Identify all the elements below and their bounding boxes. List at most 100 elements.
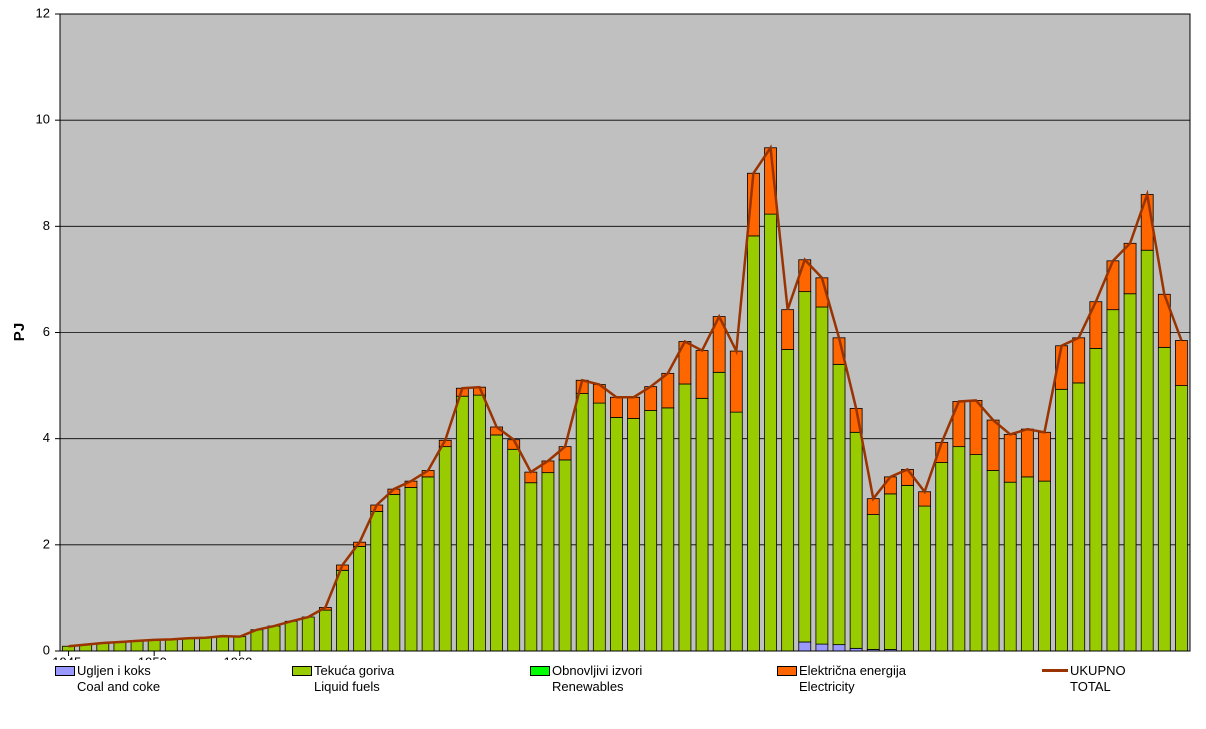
bar-segment xyxy=(729,350,743,413)
bar-segment xyxy=(1175,340,1188,386)
bar-segment xyxy=(1072,382,1086,652)
y-tick-label: 6 xyxy=(43,324,50,339)
bar-segment xyxy=(918,505,932,652)
bar-segment xyxy=(729,411,743,652)
bar-segment xyxy=(866,498,880,515)
legend-label: Tekuća goriva Liquid fuels xyxy=(314,663,395,694)
bar-segment xyxy=(849,431,863,649)
bar-segment xyxy=(644,410,658,652)
bar-segment xyxy=(1055,388,1068,652)
legend-item: Ugljen i koks Coal and coke xyxy=(55,663,160,695)
bar-segment xyxy=(182,637,195,652)
bar-segment xyxy=(147,639,161,652)
bar-segment xyxy=(695,397,709,652)
bar-segment xyxy=(678,383,692,652)
bar-segment xyxy=(421,476,435,652)
bar-segment xyxy=(558,459,572,652)
legend-item: Tekuća goriva Liquid fuels xyxy=(292,663,394,695)
bar-segment xyxy=(455,395,469,652)
bar-segment xyxy=(438,446,452,652)
legend-swatch xyxy=(777,666,797,676)
y-tick-label: 12 xyxy=(36,5,50,20)
bar-segment xyxy=(695,350,709,399)
legend-label: Ugljen i koks Coal and coke xyxy=(77,663,161,694)
bar-segment xyxy=(883,493,897,650)
bar-segment xyxy=(267,625,281,652)
bar-segment xyxy=(473,394,486,652)
bar-segment xyxy=(1038,431,1051,482)
bar-segment xyxy=(507,448,521,652)
bar-segment xyxy=(1072,337,1086,384)
bar-segment xyxy=(832,644,846,652)
bar-segment xyxy=(1157,346,1171,652)
bar-segment xyxy=(592,402,606,652)
legend-swatch xyxy=(292,666,312,676)
y-tick-label: 10 xyxy=(36,112,50,127)
y-tick-label: 2 xyxy=(43,536,50,551)
bar-segment xyxy=(798,291,812,643)
bar-segment xyxy=(627,418,640,652)
bar-segment xyxy=(661,372,675,409)
bar-segment xyxy=(336,569,349,652)
bar-segment xyxy=(1106,309,1120,652)
bar-segment xyxy=(404,487,418,652)
bar-segment xyxy=(781,309,795,350)
x-tick-label: 1945. xyxy=(52,654,85,660)
bar-segment xyxy=(199,637,212,652)
bar-segment xyxy=(216,635,230,652)
total-line xyxy=(68,144,1183,648)
y-tick-label: 8 xyxy=(43,218,50,233)
bar-segment xyxy=(575,393,589,652)
bar-segment xyxy=(370,510,384,652)
bar-segment xyxy=(832,363,846,646)
bar-segment xyxy=(130,640,144,652)
bar-segment xyxy=(1003,434,1017,483)
x-tick-label: 1950. xyxy=(138,654,171,660)
bar-segment xyxy=(233,636,247,652)
x-tick-label: 1960. xyxy=(223,654,256,660)
bar-segment xyxy=(901,484,914,652)
bar-segment xyxy=(661,407,675,652)
bar-segment xyxy=(490,434,503,652)
y-tick-label: 4 xyxy=(43,430,50,445)
bar-segment xyxy=(250,629,264,652)
bar-segment xyxy=(815,306,829,645)
y-axis-label: PJ xyxy=(11,323,28,341)
chart: PJ 0 2 4 6 8 10 12 1945. 1950. 1960. xyxy=(11,5,1191,660)
bar-segment xyxy=(969,400,983,455)
bar-segment xyxy=(747,235,760,652)
legend-swatch xyxy=(55,666,75,676)
bar-segment xyxy=(1123,242,1137,295)
bar-segment xyxy=(1175,385,1188,652)
bar-segment xyxy=(541,472,555,652)
bar-segment xyxy=(627,396,640,419)
legend-label: Obnovljivi izvori Renewables xyxy=(552,663,643,694)
bar-segment xyxy=(883,476,897,495)
bar-segment xyxy=(815,643,829,652)
legend-swatch xyxy=(530,666,550,676)
bar-segment xyxy=(952,401,966,448)
legend-item: UKUPNO TOTAL xyxy=(1042,663,1126,695)
bar-segment xyxy=(798,641,812,652)
legend-swatch xyxy=(1042,669,1068,672)
bar-segment xyxy=(986,470,1000,652)
bar-segment xyxy=(1003,481,1017,652)
bar-segment xyxy=(524,471,538,484)
bar-segment xyxy=(284,620,298,652)
bar-segment xyxy=(301,616,315,652)
bar-segment xyxy=(969,454,983,652)
bar-segment xyxy=(1089,348,1103,652)
bar-segment xyxy=(986,419,1000,471)
bar-segment xyxy=(610,396,623,418)
bar-segment xyxy=(1140,249,1154,652)
bar-segment xyxy=(712,371,726,652)
bar-segment xyxy=(164,638,178,652)
bar-segment xyxy=(387,494,401,652)
bar-segment xyxy=(918,491,932,507)
bar-segment xyxy=(1123,293,1137,652)
bar-segment xyxy=(935,462,949,652)
bar-segment xyxy=(1020,476,1034,652)
bar-segment xyxy=(318,609,332,652)
bar-segment xyxy=(610,417,623,652)
bar-segment xyxy=(524,482,538,652)
